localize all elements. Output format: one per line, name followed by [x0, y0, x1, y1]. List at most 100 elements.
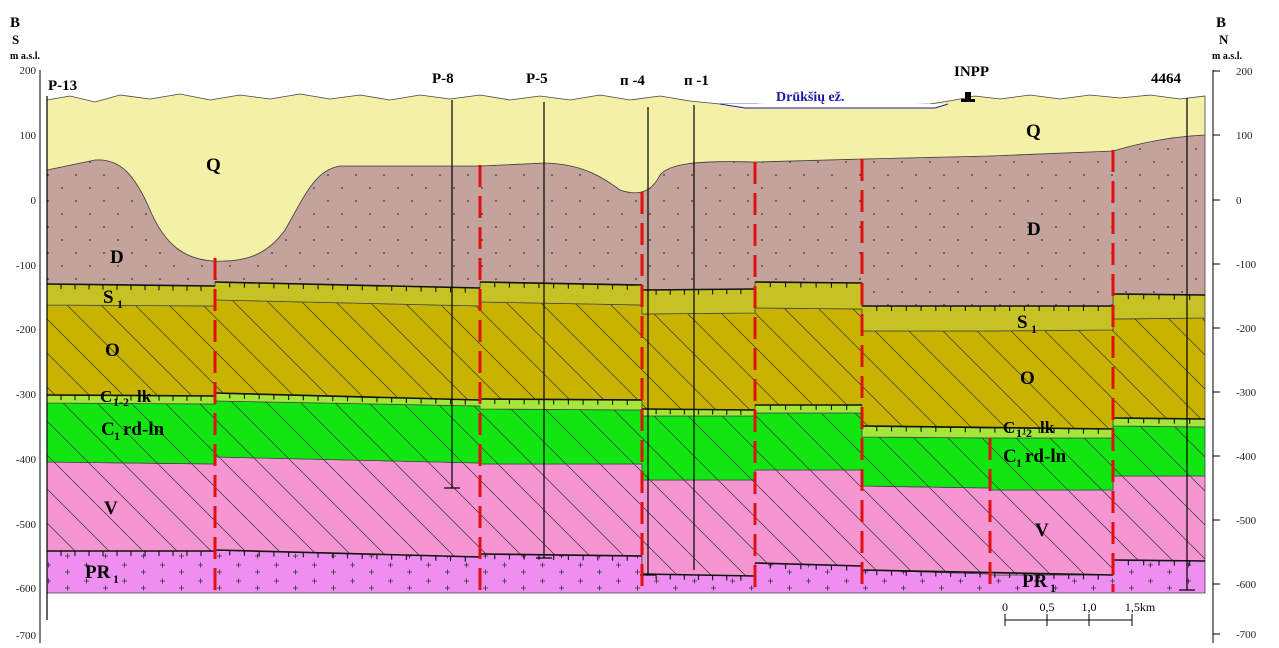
unit-label-c12-right: C 1-2 lk [1003, 418, 1055, 440]
right-tick: -200 [1236, 323, 1257, 335]
svg-text:lk: lk [1040, 418, 1055, 437]
unit-label-c1-left: C 1 rd-ln [101, 419, 165, 443]
corner-right-direction: N [1219, 32, 1229, 47]
svg-text:1-2: 1-2 [113, 395, 129, 409]
svg-text:C: C [100, 387, 112, 406]
left-tick: 100 [20, 130, 37, 142]
boundary-line [214, 392, 481, 401]
inpp-label: INPP [954, 64, 989, 80]
unit-label-q-left: Q [206, 155, 221, 176]
right-tick: 200 [1236, 66, 1253, 78]
boundary-line [861, 569, 1114, 576]
boundary-line [641, 573, 756, 577]
unit-label-s1-left: S 1 [103, 287, 123, 311]
unit-label-v-left: V [104, 498, 118, 519]
unit-label-s1-right: S 1 [1017, 312, 1037, 336]
left-tick: -500 [16, 519, 37, 531]
svg-text:C: C [101, 419, 115, 440]
left-tick: 200 [20, 65, 37, 77]
boundary-line [754, 281, 863, 284]
scale-label: 1,5km [1125, 600, 1156, 614]
left-tick: -400 [16, 454, 37, 466]
right-tick: -400 [1236, 451, 1257, 463]
right-depth-axis: 200 100 0 -100 -200 -300 -400 -500 -600 … [1212, 66, 1257, 643]
svg-text:1: 1 [114, 429, 120, 443]
left-tick: -300 [16, 389, 37, 401]
lake-label: Drūkšių ež. [776, 90, 844, 105]
unit-label-pr1-right: PR 1 [1022, 571, 1056, 595]
inpp-marker [961, 92, 975, 102]
boundary-line [1112, 559, 1206, 562]
right-tick: -600 [1236, 579, 1257, 591]
svg-text:1: 1 [113, 572, 119, 586]
boundary-line [479, 398, 643, 401]
left-depth-axis: 200 100 0 -100 -200 -300 -400 -500 -600 … [16, 65, 41, 643]
right-tick: 0 [1236, 195, 1242, 207]
corner-left-unit: m a.s.l. [10, 51, 41, 62]
left-tick: -200 [16, 324, 37, 336]
svg-text:S: S [103, 287, 114, 308]
svg-text:1: 1 [1016, 456, 1022, 470]
corner-right-unit: m a.s.l. [1212, 51, 1243, 62]
boundary-line [1112, 417, 1206, 420]
boundary-line [754, 562, 863, 567]
faults [213, 150, 1115, 592]
corner-right: B N m a.s.l. [1212, 15, 1243, 62]
well-label-p13: P-13 [48, 78, 77, 94]
svg-text:C: C [1003, 446, 1017, 467]
lake-outline [719, 103, 949, 109]
svg-text:1: 1 [1031, 322, 1037, 336]
corner-right-letter: B [1216, 15, 1226, 31]
boundary-line [214, 549, 481, 558]
unit-label-o-right: O [1020, 368, 1035, 389]
boundary-line [1112, 293, 1206, 296]
right-tick: 100 [1236, 130, 1253, 142]
unit-label-q-right: Q [1026, 121, 1041, 142]
boreholes [46, 96, 1195, 620]
svg-text:S: S [1017, 312, 1028, 333]
right-tick: -500 [1236, 515, 1257, 527]
svg-text:1-2: 1-2 [1016, 426, 1032, 440]
boundary-line [641, 408, 756, 411]
svg-text:1: 1 [1050, 581, 1056, 595]
unit-label-c12-left: C 1-2 lk [100, 387, 152, 409]
well-label-p5: P-5 [526, 71, 548, 87]
scale-label: 1,0 [1082, 600, 1097, 614]
svg-text:1: 1 [117, 297, 123, 311]
right-tick: -700 [1236, 629, 1257, 641]
scale-label: 0 [1002, 600, 1008, 614]
corner-left-letter: B [10, 15, 20, 31]
well-label-p4: п -4 [620, 73, 645, 89]
left-tick: -600 [16, 583, 37, 595]
left-tick: -100 [16, 260, 37, 272]
boundary-line [479, 281, 643, 286]
left-tick: 0 [31, 195, 37, 207]
svg-text:PR: PR [1022, 571, 1048, 592]
svg-text:PR: PR [85, 562, 111, 583]
svg-text:rd-ln: rd-ln [1025, 446, 1067, 467]
right-tick: -300 [1236, 387, 1257, 399]
corner-left-direction: S [12, 32, 19, 47]
boundary-ticks [46, 281, 1206, 581]
svg-text:rd-ln: rd-ln [123, 419, 165, 440]
svg-text:C: C [1003, 418, 1015, 437]
corner-left: B S m a.s.l. [10, 15, 41, 62]
well-label-p8: P-8 [432, 71, 454, 87]
well-label-4464: 4464 [1151, 71, 1182, 87]
right-tick: -100 [1236, 259, 1257, 271]
unit-label-pr1-left: PR 1 [85, 562, 119, 586]
strata-layers [46, 93, 1206, 594]
unit-label-d-left: D [110, 247, 124, 268]
well-label-p1: п -1 [684, 73, 709, 89]
unit-label-c1-right: C 1 rd-ln [1003, 446, 1067, 470]
boundary-line [479, 553, 643, 557]
boundary-line [46, 394, 216, 397]
boundary-line [861, 425, 1114, 430]
unit-label-v-right: V [1035, 520, 1049, 541]
boundary-line [214, 281, 481, 289]
unit-label-o-left: O [105, 340, 120, 361]
boundary-line [641, 288, 756, 291]
left-tick: -700 [16, 630, 37, 642]
boundary-line [46, 283, 216, 287]
